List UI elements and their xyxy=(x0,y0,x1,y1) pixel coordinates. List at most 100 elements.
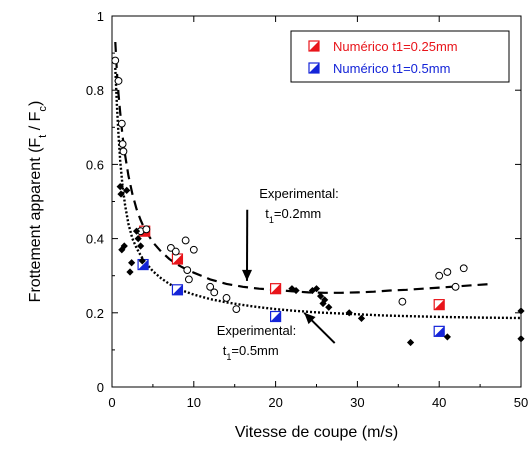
legend-label-1: Numérico t1=0.25mm xyxy=(333,39,458,54)
open-circle-point xyxy=(210,288,219,297)
dotted-fit-curve xyxy=(114,67,522,320)
legend-marker-1 xyxy=(308,40,320,52)
open-circle-point xyxy=(183,266,192,275)
legend-marker-2 xyxy=(308,62,320,74)
filled-diamond-point xyxy=(134,235,142,243)
y-tick-label: 0 xyxy=(97,380,104,395)
text-part: 20 xyxy=(268,395,282,410)
filled-diamond-point xyxy=(308,286,317,295)
open-circle-point xyxy=(142,225,151,234)
open-circle-point xyxy=(119,147,128,156)
filled-diamond-point xyxy=(138,257,146,265)
open-circle-point xyxy=(222,294,231,302)
text-part: Experimental: xyxy=(217,323,296,338)
open-circle-point xyxy=(443,268,452,276)
text-part: 0 xyxy=(108,395,115,410)
marker-fill xyxy=(434,299,445,310)
text-part: 10 xyxy=(187,395,201,410)
text-part: Vitesse de coupe (m/s) xyxy=(235,424,398,441)
filled-diamond-point xyxy=(517,307,525,315)
open-circle-point xyxy=(459,264,468,273)
marker-fill xyxy=(172,254,183,265)
legend-box xyxy=(290,30,510,83)
text-part: Experimental: xyxy=(259,186,338,201)
y-tick-label: 1 xyxy=(97,9,104,24)
filled-diamond-point xyxy=(325,303,333,311)
marker-fill xyxy=(172,284,183,295)
arrow-head-2 xyxy=(304,312,316,325)
text-part: t xyxy=(223,343,227,358)
text-part: 0.2 xyxy=(86,306,104,321)
marker-fill xyxy=(309,41,319,51)
filled-diamond-point xyxy=(312,285,321,293)
marker-fill xyxy=(138,259,149,270)
annotation-title-1: Experimental: xyxy=(259,186,338,201)
text-part: =0.5mm xyxy=(231,343,278,358)
filled-diamond-point xyxy=(517,335,525,343)
text-part: 30 xyxy=(350,395,364,410)
subscript: t xyxy=(37,134,49,138)
annotation-title-2: Experimental: xyxy=(217,323,296,338)
x-tick-label: 40 xyxy=(432,395,446,410)
open-circle-point xyxy=(181,236,190,245)
half-square-point xyxy=(171,284,184,296)
annotation-value-1: t1=0.2mm xyxy=(265,206,321,225)
filled-diamond-point xyxy=(316,292,325,300)
arrow-head-1 xyxy=(242,269,253,281)
text-part: t xyxy=(265,206,269,221)
marker-fill xyxy=(434,326,445,337)
filled-diamond-point xyxy=(321,296,329,304)
data-points xyxy=(111,56,525,347)
legend-label-2: Numérico t1=0.5mm xyxy=(333,61,450,76)
text-part: Frottement apparent (F xyxy=(27,138,44,303)
open-circle-point xyxy=(111,56,120,65)
filled-diamond-point xyxy=(292,286,300,295)
marker-fill xyxy=(309,63,319,73)
half-square-point xyxy=(270,283,282,295)
filled-diamond-point xyxy=(132,227,141,235)
filled-diamond-point xyxy=(128,259,136,267)
text-part: 0.8 xyxy=(86,83,104,98)
axes: 0 10 20 30 40 50 0 0.2 0.4 0.6 0.8 1 Vitesse de coup… xyxy=(27,9,528,441)
text-part: 0 xyxy=(97,380,104,395)
text-part: 50 xyxy=(514,395,528,410)
x-tick-label: 30 xyxy=(350,395,364,410)
filled-diamond-point xyxy=(120,242,128,250)
filled-diamond-point xyxy=(345,309,353,317)
y-tick-label: 0.4 xyxy=(86,232,104,247)
filled-diamond-point xyxy=(123,186,131,194)
filled-diamond-point xyxy=(443,333,451,341)
open-circle-point xyxy=(398,297,407,306)
open-circle-point xyxy=(118,140,127,148)
filled-diamond-point xyxy=(357,314,366,322)
fit-curves xyxy=(114,41,522,320)
y-axis-label: Frottement apparent (Ft / Fc) xyxy=(27,101,49,303)
text-part: / F xyxy=(27,111,44,134)
text-part: 0.4 xyxy=(86,232,104,247)
filled-diamond-point xyxy=(116,183,124,191)
open-circle-point xyxy=(232,305,241,313)
text-part: 1 xyxy=(97,9,104,24)
half-square-point xyxy=(433,299,445,311)
dashed-fit-curve xyxy=(114,41,489,294)
filled-diamond-point xyxy=(126,268,134,276)
open-circle-point xyxy=(184,275,193,284)
filled-diamond-point xyxy=(117,190,125,198)
text-part: 40 xyxy=(432,395,446,410)
open-circle-point xyxy=(117,119,126,128)
text-part: =0.2mm xyxy=(274,206,321,221)
text-part: ) xyxy=(27,101,44,106)
x-axis-label: Vitesse de coupe (m/s) xyxy=(235,424,398,441)
half-square-point xyxy=(270,310,282,323)
x-tick-label: 0 xyxy=(108,395,115,410)
half-square-point xyxy=(171,253,184,265)
subscript: 1 xyxy=(226,352,231,362)
subscript: c xyxy=(37,106,49,112)
filled-diamond-point xyxy=(406,338,415,347)
subscript: 1 xyxy=(269,215,274,225)
x-tick-label: 10 xyxy=(187,395,201,410)
text-part: Numérico t1=0.5mm xyxy=(333,61,450,76)
open-circle-point xyxy=(435,271,444,280)
x-tick-label: 50 xyxy=(514,395,528,410)
